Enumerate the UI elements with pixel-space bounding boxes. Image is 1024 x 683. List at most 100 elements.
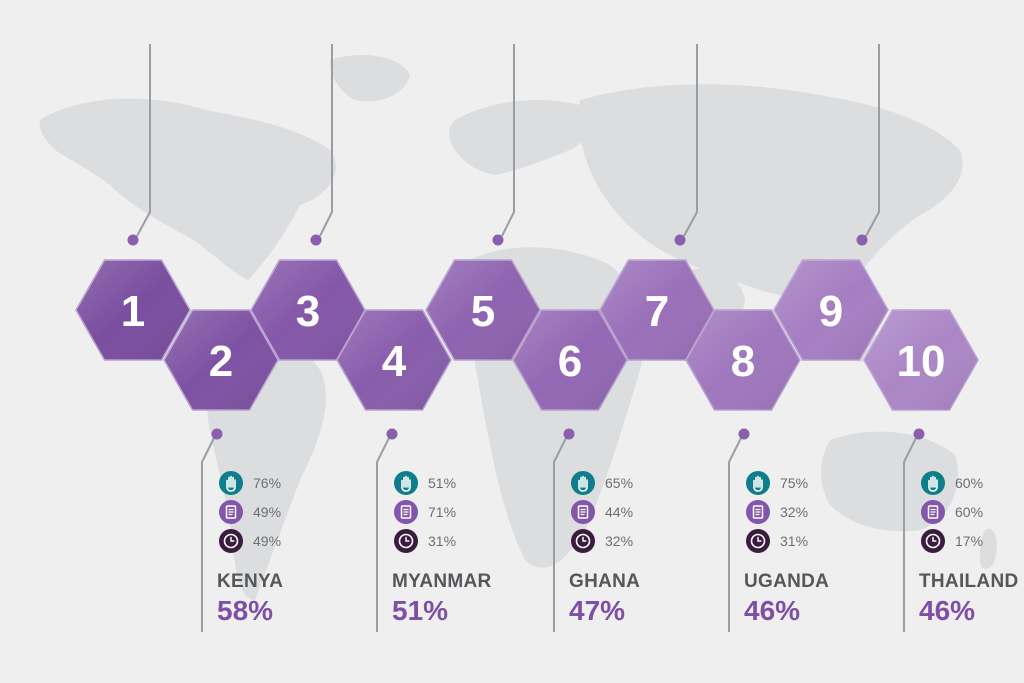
stat-value: 60%	[955, 504, 984, 520]
stat-row: 17%	[921, 528, 991, 554]
overall-percentage: 46%	[919, 595, 976, 626]
connector-dot-3	[310, 234, 322, 246]
stat-value: 44%	[605, 504, 634, 520]
rank-number: 1	[121, 287, 145, 336]
overall-percentage: 51%	[392, 595, 449, 626]
document-icon	[394, 500, 418, 524]
country-name: MYANMAR	[392, 571, 492, 592]
rank-hexagon-6: 6	[512, 309, 628, 411]
rank-number: 9	[819, 287, 843, 336]
connector-dot-10	[913, 428, 925, 440]
stat-value: 32%	[605, 533, 634, 549]
stat-value: 31%	[428, 533, 457, 549]
hand-icon	[571, 471, 595, 495]
overall-percentage: 47%	[569, 595, 626, 626]
connector-dot-5	[492, 234, 504, 246]
rank-number: 3	[296, 287, 320, 336]
rank-hexagon-8: 8	[685, 309, 801, 411]
connector-line-1	[136, 44, 151, 237]
connector-dot-2	[211, 428, 223, 440]
stat-row: 60%	[921, 470, 991, 496]
stat-row: 75%	[746, 470, 816, 496]
document-icon	[219, 500, 243, 524]
connector-line-10	[903, 437, 917, 632]
clock-icon	[394, 529, 418, 553]
rank-number: 2	[209, 337, 233, 386]
country-name: UGANDA	[744, 571, 830, 592]
rank-hexagon-1: 1	[75, 259, 191, 361]
stat-value: 17%	[955, 533, 984, 549]
rank-hexagon-7: 7	[599, 259, 715, 361]
stat-row: 60%	[921, 499, 991, 525]
stat-value: 49%	[253, 504, 282, 520]
connector-dot-9	[856, 234, 868, 246]
hand-icon	[746, 471, 770, 495]
rank-hexagon-2: 2	[163, 309, 279, 411]
connector-dot-8	[738, 428, 750, 440]
connector-dot-7	[674, 234, 686, 246]
stat-row: 49%	[219, 528, 289, 554]
rank-number: 6	[558, 337, 582, 386]
connector-line-9	[865, 44, 880, 237]
rank-hexagon-10: 10	[863, 309, 979, 411]
stat-row: 31%	[394, 528, 464, 554]
stat-value: 71%	[428, 504, 457, 520]
overall-percentage: 46%	[744, 595, 801, 626]
connector-dot-4	[386, 428, 398, 440]
stat-row: 71%	[394, 499, 464, 525]
overall-percentage: 58%	[217, 595, 274, 626]
connector-line-5	[501, 44, 515, 237]
connector-line-7	[683, 44, 698, 237]
country-name: KENYA	[217, 571, 284, 592]
rank-number: 5	[471, 287, 495, 336]
clock-icon	[746, 529, 770, 553]
connector-line-4	[376, 437, 390, 632]
stat-row: 51%	[394, 470, 464, 496]
stat-value: 51%	[428, 475, 457, 491]
rank-number: 4	[382, 337, 407, 386]
hand-icon	[219, 471, 243, 495]
stat-value: 76%	[253, 475, 282, 491]
rank-number: 10	[897, 337, 946, 386]
stat-row: 49%	[219, 499, 289, 525]
rank-hexagon-3: 3	[250, 259, 366, 361]
stat-value: 31%	[780, 533, 809, 549]
document-icon	[746, 500, 770, 524]
rank-hexagon-5: 5	[425, 259, 541, 361]
document-icon	[921, 500, 945, 524]
stat-row: 76%	[219, 470, 289, 496]
map-new-zealand	[979, 529, 997, 570]
stat-value: 75%	[780, 475, 809, 491]
rank-hexagon-4: 4	[336, 309, 452, 411]
rank-hexagon-9: 9	[773, 259, 889, 361]
stat-value: 65%	[605, 475, 634, 491]
hand-icon	[921, 471, 945, 495]
clock-icon	[571, 529, 595, 553]
connector-line-6	[553, 437, 567, 632]
map-asia	[578, 84, 963, 297]
hand-icon	[394, 471, 418, 495]
stat-value: 49%	[253, 533, 282, 549]
stat-value: 60%	[955, 475, 984, 491]
stat-row: 32%	[571, 528, 641, 554]
map-europe	[449, 100, 591, 175]
document-icon	[571, 500, 595, 524]
stat-row: 44%	[571, 499, 641, 525]
connector-line-3	[319, 44, 333, 237]
connector-line-2	[201, 437, 215, 632]
clock-icon	[921, 529, 945, 553]
connector-dot-6	[563, 428, 575, 440]
rank-number: 8	[731, 337, 755, 386]
stat-row: 31%	[746, 528, 816, 554]
stat-value: 32%	[780, 504, 809, 520]
rank-number: 7	[645, 287, 669, 336]
country-name: GHANA	[569, 571, 641, 592]
stat-row: 65%	[571, 470, 641, 496]
country-name: THAILAND	[919, 571, 1019, 592]
map-greenland	[330, 55, 410, 102]
connector-dot-1	[127, 234, 139, 246]
map-north-america	[39, 98, 336, 280]
connector-line-8	[728, 437, 742, 632]
